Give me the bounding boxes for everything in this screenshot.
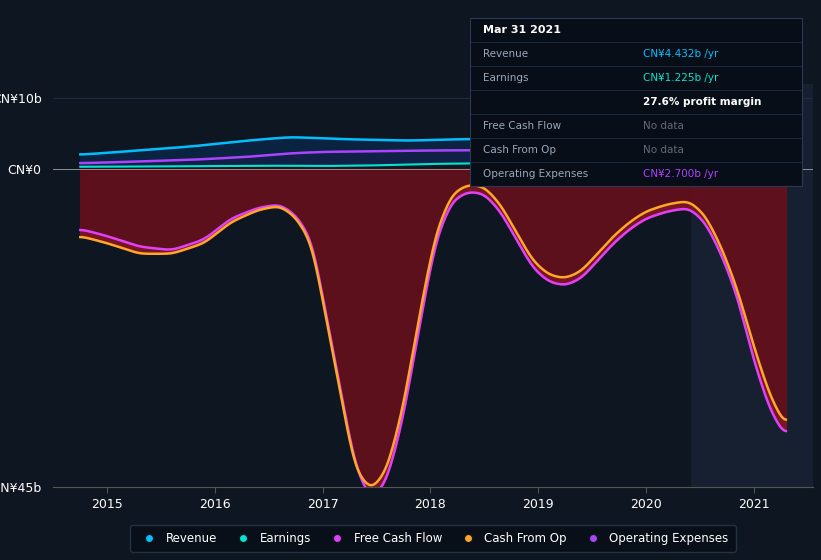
Text: Revenue: Revenue: [483, 49, 528, 59]
Text: Free Cash Flow: Free Cash Flow: [483, 121, 561, 131]
Text: Earnings: Earnings: [483, 73, 529, 83]
Text: Operating Expenses: Operating Expenses: [483, 169, 588, 179]
Text: CN¥4.432b /yr: CN¥4.432b /yr: [643, 49, 718, 59]
Text: CN¥1.225b /yr: CN¥1.225b /yr: [643, 73, 718, 83]
Text: No data: No data: [643, 121, 683, 131]
Text: Mar 31 2021: Mar 31 2021: [483, 25, 561, 35]
Text: Cash From Op: Cash From Op: [483, 145, 556, 155]
Text: No data: No data: [643, 145, 683, 155]
Legend: Revenue, Earnings, Free Cash Flow, Cash From Op, Operating Expenses: Revenue, Earnings, Free Cash Flow, Cash …: [131, 525, 736, 552]
Text: CN¥2.700b /yr: CN¥2.700b /yr: [643, 169, 718, 179]
Text: 27.6% profit margin: 27.6% profit margin: [643, 97, 761, 107]
Bar: [691, 84, 813, 487]
